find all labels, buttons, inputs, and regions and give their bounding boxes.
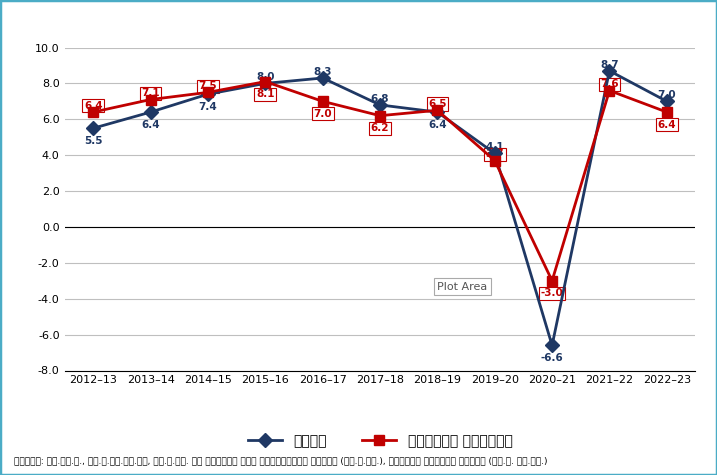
Text: 6.4: 6.4 [84,101,103,111]
Text: 4.1: 4.1 [485,142,504,152]
Text: 6.8: 6.8 [371,94,389,104]
Text: 6.4: 6.4 [428,120,447,130]
Text: 6.5: 6.5 [428,99,447,109]
Legend: भारत, हिमाचल प्रदेश: भारत, हिमाचल प्रदेश [242,429,518,454]
Text: 7.0: 7.0 [657,90,676,100]
Text: 8.1: 8.1 [256,89,275,99]
Text: 7.5: 7.5 [199,81,217,91]
Text: 8.7: 8.7 [600,59,619,69]
Text: स्रोत: एन.एस.ओ., एम.ओ.एस.पी.आई, जी.ओ.आई. और आर्थिक एवं सांख्यिकी विभाग (डी.ई.एस.: स्रोत: एन.एस.ओ., एम.ओ.एस.पी.आई, जी.ओ.आई.… [14,456,548,465]
Text: 6.4: 6.4 [657,120,676,130]
Text: 7.4: 7.4 [199,102,217,112]
Text: 7.1: 7.1 [141,88,160,98]
Text: -3.0: -3.0 [541,288,564,298]
Text: 7.6: 7.6 [600,79,619,89]
Text: 3.7: 3.7 [485,149,504,159]
Text: 6.2: 6.2 [371,123,389,133]
Text: 8.3: 8.3 [313,66,332,77]
Text: 5.5: 5.5 [84,136,103,146]
Text: 8.0: 8.0 [256,72,275,82]
Text: 7.0: 7.0 [313,109,332,119]
Text: -6.6: -6.6 [541,353,564,363]
Text: 6.4: 6.4 [141,120,160,130]
Text: Plot Area: Plot Area [437,282,488,292]
